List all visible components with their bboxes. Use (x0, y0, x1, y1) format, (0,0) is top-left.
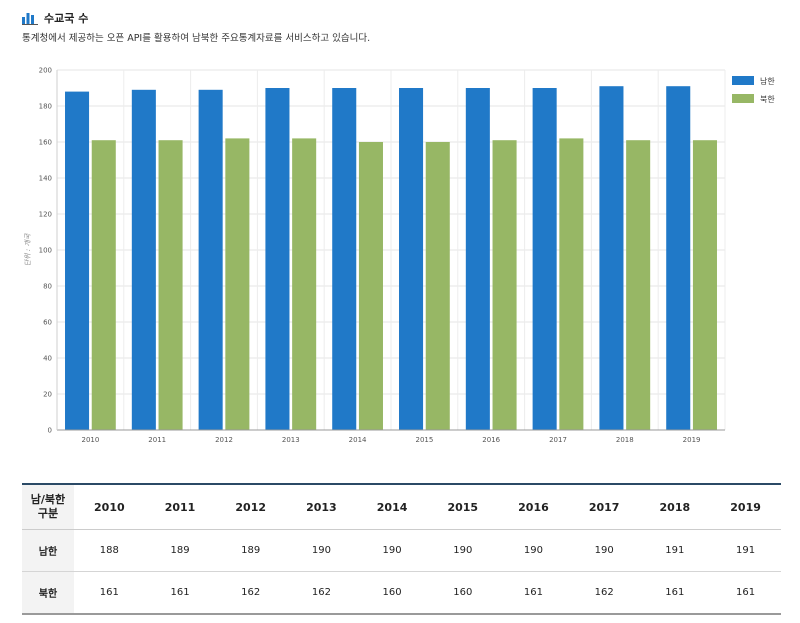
table-cell: 162 (215, 571, 287, 615)
corner-header: 남/북한 구분 (22, 484, 74, 530)
column-header: 2017 (568, 484, 640, 530)
column-header: 2015 (427, 484, 499, 530)
page-title: 수교국 수 (44, 12, 89, 25)
bar-south-2012 (198, 89, 223, 431)
page-description: 통계청에서 제공하는 오픈 API를 활용하여 남북한 주요통계자료를 서비스하… (22, 33, 371, 44)
table-cell: 190 (568, 529, 640, 572)
bar-north-2017 (559, 138, 584, 430)
bar-south-2017 (532, 88, 557, 430)
table-header-row: 남/북한 구분 2010 2011 2012 2013 2014 2015 20… (22, 484, 781, 530)
column-header: 2010 (74, 484, 145, 530)
table-cell: 191 (639, 529, 711, 572)
bar-north-2012 (225, 138, 250, 430)
x-tick-label: 2010 (81, 436, 99, 444)
y-tick-label: 80 (43, 283, 52, 291)
bar-north-2010 (91, 140, 116, 430)
column-header: 2016 (498, 484, 569, 530)
table-cell: 191 (710, 529, 781, 572)
x-tick-label: 2012 (215, 436, 233, 444)
column-header: 2011 (144, 484, 216, 530)
bar-north-2018 (626, 140, 651, 430)
bar-south-2014 (332, 88, 357, 430)
table-cell: 161 (710, 571, 781, 615)
column-header: 2012 (215, 484, 287, 530)
bar-south-2019 (666, 86, 691, 430)
bar-south-2011 (131, 89, 156, 431)
table-cell: 190 (286, 529, 357, 572)
legend-label: 북한 (760, 95, 775, 104)
x-tick-label: 2011 (148, 436, 166, 444)
bar-south-2015 (399, 88, 424, 430)
row-label: 북한 (22, 571, 74, 615)
table-cell: 189 (144, 529, 216, 572)
y-axis-label: 단위 : 개국 (24, 233, 32, 266)
y-tick-label: 60 (43, 319, 52, 327)
y-tick-label: 120 (39, 211, 52, 219)
y-tick-label: 100 (39, 247, 52, 255)
table-row: 북한 161 161 162 162 160 160 161 162 161 1… (22, 571, 781, 615)
bar-chart-icon (22, 13, 38, 25)
column-header: 2013 (286, 484, 357, 530)
legend-swatch (732, 94, 754, 103)
table-cell: 188 (74, 529, 145, 572)
table-cell: 160 (427, 571, 499, 615)
y-tick-label: 40 (43, 355, 52, 363)
y-tick-label: 20 (43, 391, 52, 399)
bar-south-2016 (465, 88, 490, 430)
legend-label: 남한 (760, 77, 775, 86)
bar-north-2011 (158, 140, 183, 430)
corner-header-line2: 구분 (37, 507, 59, 520)
row-label: 남한 (22, 529, 74, 572)
y-tick-label: 160 (39, 139, 52, 147)
table-cell: 161 (639, 571, 711, 615)
y-tick-label: 180 (39, 103, 52, 111)
table-row: 남한 188 189 189 190 190 190 190 190 191 1… (22, 529, 781, 572)
bar-chart: 0 20 40 60 80 100 120 140 160 180 200 2010 2011 2012 2… (24, 67, 775, 445)
table-cell: 190 (427, 529, 499, 572)
title-row: 수교국 수 (22, 10, 778, 26)
y-tick-label: 140 (39, 175, 52, 183)
x-tick-label: 2018 (616, 436, 634, 444)
bar-north-2016 (492, 140, 517, 430)
y-tick-label: 200 (39, 67, 52, 75)
table-cell: 161 (498, 571, 569, 615)
table-cell: 162 (286, 571, 357, 615)
column-header: 2014 (356, 484, 428, 530)
bar-north-2015 (425, 142, 450, 430)
page-header: 수교국 수 통계청에서 제공하는 오픈 API를 활용하여 남북한 주요통계자료… (22, 10, 778, 44)
bar-south-2018 (599, 86, 624, 430)
x-tick-label: 2019 (683, 436, 701, 444)
y-tick-label: 0 (48, 427, 52, 435)
table-cell: 190 (356, 529, 428, 572)
column-header: 2018 (639, 484, 711, 530)
x-tick-label: 2014 (349, 436, 367, 444)
table-cell: 162 (568, 571, 640, 615)
x-tick-label: 2016 (482, 436, 500, 444)
corner-header-line1: 남/북한 (30, 493, 66, 506)
bar-north-2019 (692, 140, 717, 430)
legend-swatch (732, 76, 754, 85)
bar-north-2014 (358, 142, 383, 430)
table-cell: 161 (74, 571, 145, 615)
table-cell: 160 (356, 571, 428, 615)
bar-north-2013 (292, 138, 317, 430)
data-table: 남/북한 구분 2010 2011 2012 2013 2014 2015 20… (22, 483, 781, 615)
x-tick-label: 2017 (549, 436, 567, 444)
bar-south-2010 (65, 91, 90, 430)
x-tick-label: 2015 (415, 436, 433, 444)
column-header: 2019 (710, 484, 781, 530)
x-tick-label: 2013 (282, 436, 300, 444)
bar-south-2013 (265, 88, 290, 430)
table-cell: 189 (215, 529, 287, 572)
table-cell: 190 (498, 529, 569, 572)
table-cell: 161 (144, 571, 216, 615)
